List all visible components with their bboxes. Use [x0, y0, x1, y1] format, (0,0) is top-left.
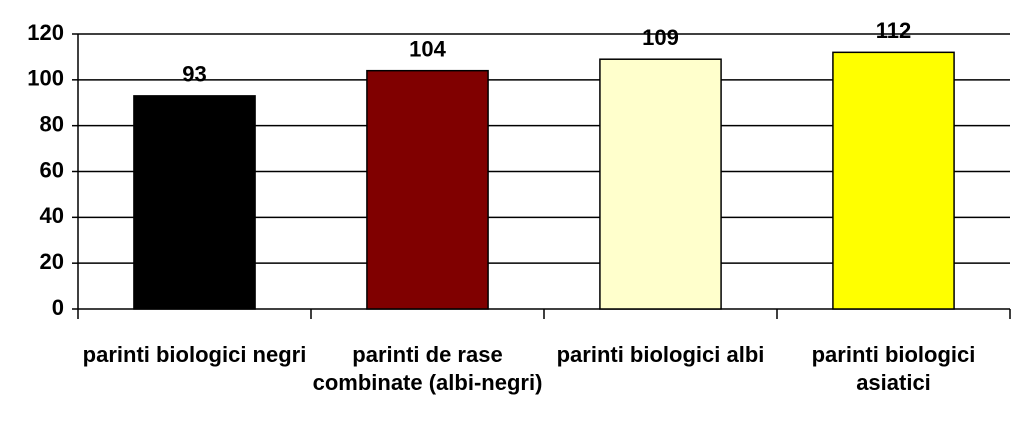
y-tick-label: 120 — [27, 20, 64, 45]
y-tick-label: 0 — [52, 295, 64, 320]
y-tick-label: 60 — [40, 157, 64, 182]
value-label: 104 — [409, 36, 446, 61]
y-tick-label: 100 — [27, 66, 64, 91]
value-label: 93 — [182, 62, 206, 87]
x-tick-label: parinti biologici asiatici — [811, 342, 976, 395]
bar — [832, 51, 955, 310]
x-tick-label: parinti de rase combinate (albi-negri) — [312, 342, 543, 395]
x-tick-label: parinti biologici negri — [82, 342, 307, 367]
bar — [366, 69, 489, 310]
y-tick-label: 20 — [40, 249, 64, 274]
y-tick-label: 80 — [40, 111, 64, 136]
bar — [599, 58, 722, 310]
value-label: 109 — [642, 25, 679, 50]
value-label: 112 — [876, 18, 912, 43]
y-tick-label: 40 — [40, 203, 64, 228]
x-tick-label: parinti biologici albi — [556, 342, 765, 367]
bar — [133, 95, 256, 310]
